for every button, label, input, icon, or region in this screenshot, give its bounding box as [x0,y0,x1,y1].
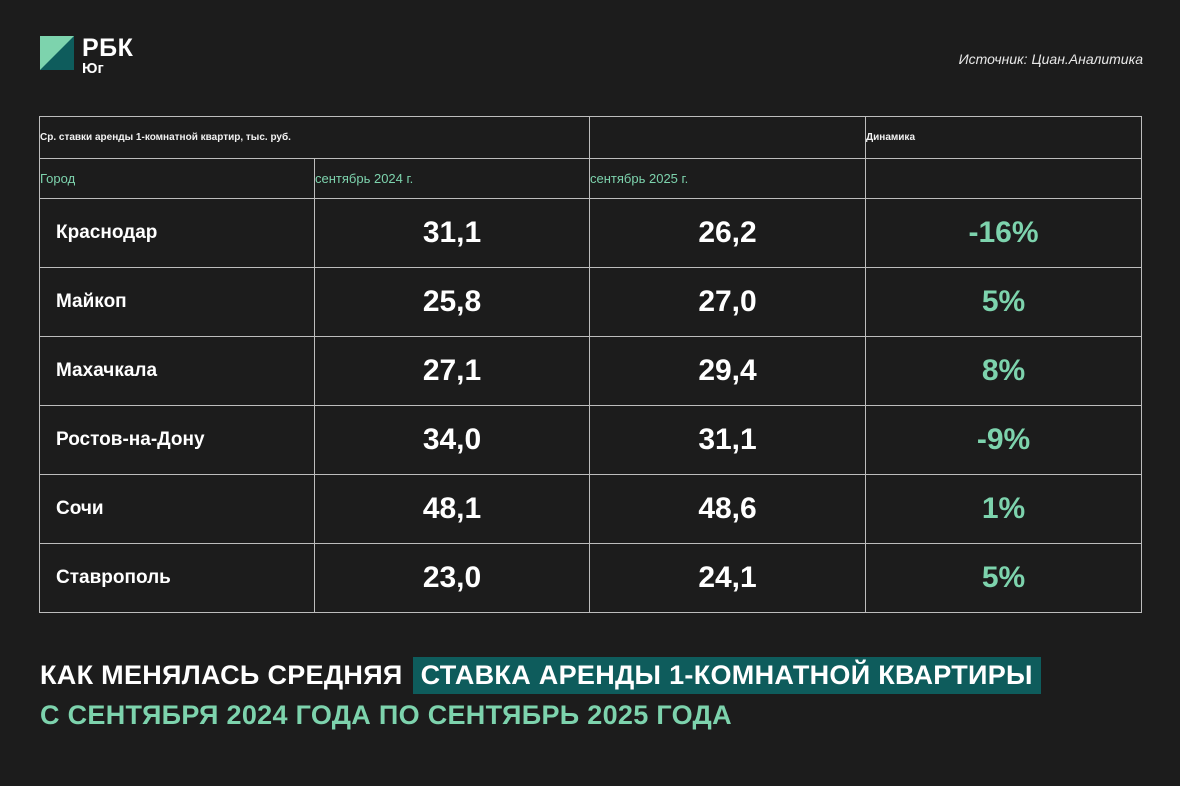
value-2024-cell: 34,0 [313,405,591,475]
table-row: Махачкала 27,1 29,4 8% [39,336,1143,406]
city-cell: Ростов-на-Дону [39,405,315,475]
dynamics-cell: 5% [865,267,1143,337]
logo-text: РБК Юг [82,34,134,77]
city-cell: Краснодар [39,198,315,268]
column-header-2024: сентябрь 2024 г. [313,158,591,199]
city-cell: Махачкала [39,336,315,406]
column-header-city: Город [39,158,315,199]
rbc-yug-logo: РБК Юг [40,36,133,76]
value-2024-cell: 23,0 [313,543,591,613]
header-empty-cell [589,116,867,159]
headline-highlight: СТАВКА АРЕНДЫ 1-КОМНАТНОЙ КВАРТИРЫ [412,657,1041,694]
dynamics-cell: 8% [865,336,1143,406]
table-row: Майкоп 25,8 27,0 5% [39,267,1143,337]
table-row: Сочи 48,1 48,6 1% [39,474,1143,544]
headline-line-1: КАК МЕНЯЛАСЬ СРЕДНЯЯ СТАВКА АРЕНДЫ 1-КОМ… [40,657,1041,694]
logo-main-text: РБК [82,34,134,62]
header-note: Ср. ставки аренды 1-комнатной квартир, т… [38,116,591,159]
city-cell: Сочи [39,474,315,544]
header-dynamics: Динамика [865,116,1143,159]
headline-part-1: КАК МЕНЯЛАСЬ СРЕДНЯЯ [40,660,403,690]
rbc-logo-icon [40,36,74,70]
value-2024-cell: 27,1 [313,336,591,406]
value-2025-cell: 29,4 [589,336,867,406]
table-row: Ставрополь 23,0 24,1 5% [39,543,1143,613]
value-2025-cell: 31,1 [589,405,867,475]
dynamics-cell: -9% [865,405,1143,475]
value-2025-cell: 27,0 [589,267,867,337]
table-row: Ростов-на-Дону 34,0 31,1 -9% [39,405,1143,475]
dynamics-cell: 1% [865,474,1143,544]
headline-line-2: С СЕНТЯБРЯ 2024 ГОДА ПО СЕНТЯБРЬ 2025 ГО… [40,700,732,730]
rent-table: Ср. ставки аренды 1-комнатной квартир, т… [38,116,1143,613]
value-2025-cell: 48,6 [589,474,867,544]
headline: КАК МЕНЯЛАСЬ СРЕДНЯЯ СТАВКА АРЕНДЫ 1-КОМ… [40,657,1041,731]
value-2025-cell: 26,2 [589,198,867,268]
dynamics-cell: 5% [865,543,1143,613]
table-row: Краснодар 31,1 26,2 -16% [39,198,1143,268]
city-cell: Ставрополь [39,543,315,613]
logo-sub-text: Юг [82,60,104,77]
dynamics-cell: -16% [865,198,1143,268]
table-header-row-1: Ср. ставки аренды 1-комнатной квартир, т… [38,116,1143,159]
column-header-empty [865,158,1143,199]
city-cell: Майкоп [39,267,315,337]
source-note: Источник: Циан.Аналитика [958,51,1143,67]
value-2024-cell: 48,1 [313,474,591,544]
value-2024-cell: 31,1 [313,198,591,268]
value-2025-cell: 24,1 [589,543,867,613]
column-header-2025: сентябрь 2025 г. [589,158,867,199]
value-2024-cell: 25,8 [313,267,591,337]
table-header-row-2: Город сентябрь 2024 г. сентябрь 2025 г. [39,158,1143,199]
